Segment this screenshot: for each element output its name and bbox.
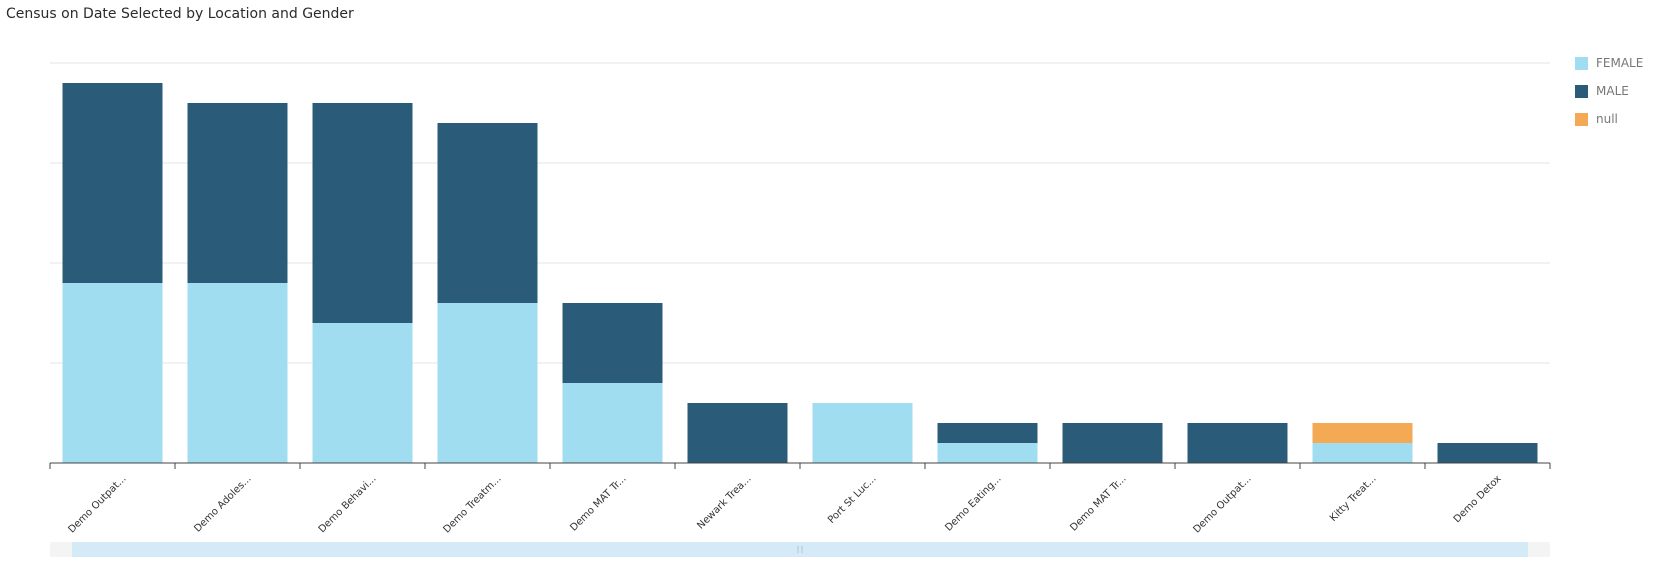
x-tick-label: Kitty Treat... — [1328, 473, 1379, 524]
bar-male-5[interactable] — [687, 403, 788, 463]
legend-label-male: MALE — [1596, 84, 1629, 98]
legend-swatch-male — [1575, 84, 1588, 98]
bar-female-7[interactable] — [937, 443, 1038, 463]
bar-female-6[interactable] — [812, 403, 913, 463]
bar-female-4[interactable] — [562, 383, 663, 463]
x-tick-labels: Demo Outpat... Demo Adoles... Demo Behavi.… — [66, 473, 1503, 535]
x-tick-label: Demo Outpat... — [66, 473, 128, 535]
bar-male-7[interactable] — [937, 423, 1038, 443]
bar-male-0[interactable] — [62, 83, 163, 283]
x-tick-label: Port St Luc... — [826, 473, 878, 525]
bar-male-8[interactable] — [1062, 423, 1163, 463]
bar-male-4[interactable] — [562, 303, 663, 383]
bar-male-2[interactable] — [312, 103, 413, 323]
legend-item-null[interactable]: null — [1575, 105, 1643, 133]
bar-male-9[interactable] — [1187, 423, 1288, 463]
x-tick-label: Newark Trea... — [695, 473, 753, 531]
x-tick-label: Demo Eating... — [943, 473, 1003, 533]
x-tick-label: Demo MAT Tr... — [1068, 473, 1128, 533]
x-tick-label: Demo Detox — [1452, 473, 1504, 525]
bar-null-10[interactable] — [1312, 423, 1413, 443]
bar-female-0[interactable] — [62, 283, 163, 463]
legend-swatch-female — [1575, 56, 1588, 70]
x-tick-label: Demo Behavi... — [317, 473, 379, 535]
legend-label-female: FEMALE — [1596, 56, 1644, 70]
scrollbar-thumb[interactable] — [72, 542, 1528, 557]
x-axis — [49, 462, 1551, 469]
x-tick-label: Demo Adoles... — [192, 473, 253, 534]
bar-male-1[interactable] — [187, 103, 288, 283]
x-tick-label: Demo Treatm... — [441, 473, 503, 535]
x-tick-label: Demo Outpat... — [1191, 473, 1253, 535]
legend-item-male[interactable]: MALE — [1575, 77, 1643, 105]
bars — [62, 83, 1538, 463]
bar-female-1[interactable] — [187, 283, 288, 463]
legend-swatch-null — [1575, 112, 1588, 126]
bar-male-11[interactable] — [1437, 443, 1538, 463]
chart-title: Census on Date Selected by Location and … — [6, 6, 354, 22]
legend-label-null: null — [1596, 112, 1618, 126]
x-tick-label: Demo MAT Tr... — [568, 473, 628, 533]
legend-item-female[interactable]: FEMALE — [1575, 49, 1643, 77]
bar-male-3[interactable] — [437, 123, 538, 303]
legend: FEMALE MALE null — [1575, 49, 1643, 133]
horizontal-scrollbar[interactable] — [50, 542, 1550, 557]
bar-female-10[interactable] — [1312, 443, 1413, 463]
bar-female-3[interactable] — [437, 303, 538, 463]
bar-female-2[interactable] — [312, 323, 413, 463]
gridlines — [50, 62, 1550, 364]
